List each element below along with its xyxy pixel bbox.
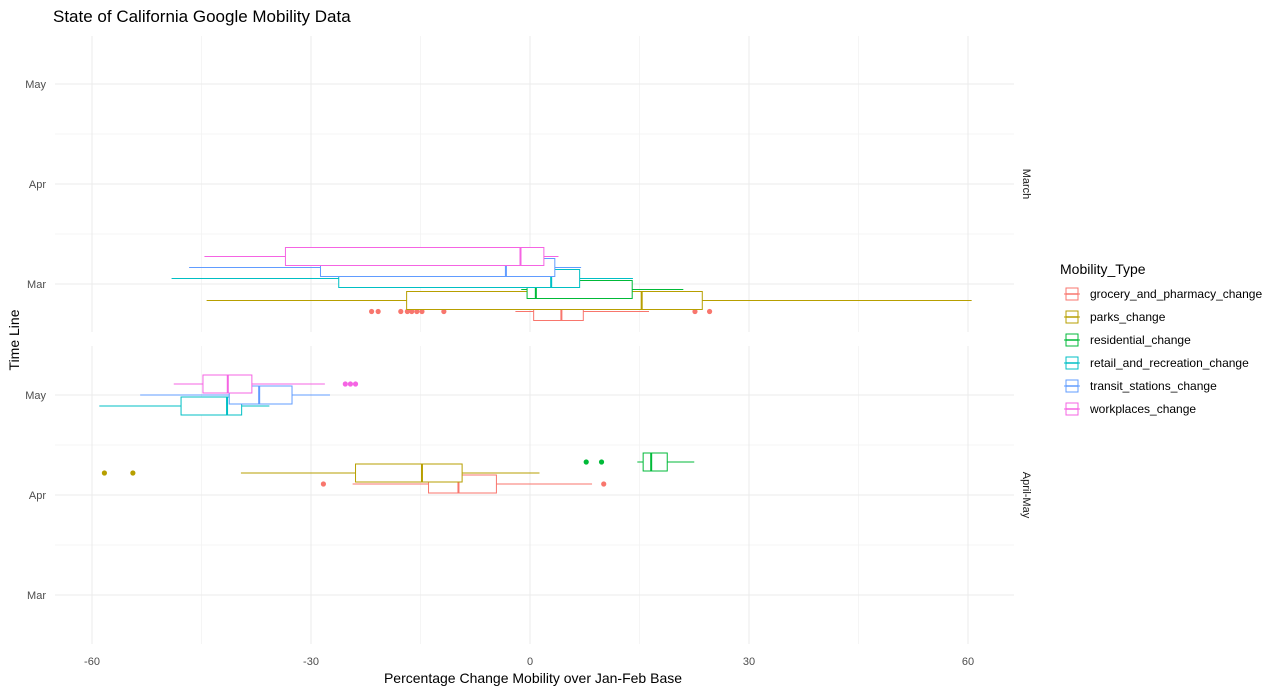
legend-label: transit_stations_change: [1090, 379, 1217, 393]
outlier-point: [352, 381, 359, 387]
box-retail_and_recreation_change: [99, 396, 270, 416]
legend-label: retail_and_recreation_change: [1090, 356, 1249, 370]
y-tick-label: Mar: [27, 279, 46, 291]
legend-item: transit_stations_change: [1064, 379, 1217, 393]
outlier-point: [583, 459, 589, 465]
y-tick-label: Apr: [29, 179, 46, 191]
legend-item: residential_change: [1064, 333, 1191, 347]
legend-label: grocery_and_pharmacy_change: [1090, 287, 1262, 301]
legend-label: parks_change: [1090, 310, 1166, 324]
outlier-point: [409, 308, 415, 315]
y-tick-label: May: [25, 79, 46, 91]
y-tick-label: May: [25, 390, 46, 402]
box-parks_change: [101, 463, 540, 483]
outlier-point: [375, 308, 381, 315]
legend: Mobility_Type grocery_and_pharmacy_chang…: [1060, 261, 1262, 416]
outlier-point: [398, 308, 404, 315]
outlier-point: [441, 308, 447, 315]
x-tick-label: 60: [962, 656, 974, 668]
outlier-point: [414, 308, 420, 315]
facet-strips: March April-May: [1020, 169, 1032, 519]
box-iqr: [284, 247, 545, 266]
box-iqr: [355, 463, 463, 483]
outlier-point: [368, 308, 375, 315]
legend-title: Mobility_Type: [1060, 261, 1146, 277]
box-iqr: [642, 452, 668, 472]
x-tick-label: 30: [743, 656, 755, 668]
facet-panels: Mar Apr May Mar Apr May: [25, 36, 1014, 644]
facet-strip-label: April-May: [1020, 472, 1032, 519]
outlier-point: [320, 481, 327, 487]
boxes: [171, 247, 972, 321]
facet-strip-label: March: [1020, 169, 1032, 200]
y-axis-title: Time Line: [6, 309, 22, 370]
chart-title: State of California Google Mobility Data: [53, 7, 351, 26]
x-tick-label: -30: [303, 656, 319, 668]
outlier-point: [342, 381, 348, 387]
outlier-point: [130, 470, 136, 476]
legend-item: workplaces_change: [1064, 402, 1196, 416]
x-tick-label: -60: [84, 656, 100, 668]
outlier-point: [347, 381, 354, 387]
facet-panel-2: Mar Apr May: [25, 346, 1014, 644]
y-tick-label: Mar: [27, 590, 46, 602]
legend-item: grocery_and_pharmacy_change: [1064, 287, 1262, 301]
gridlines: [55, 36, 1014, 332]
outlier-point: [404, 308, 410, 315]
legend-item: retail_and_recreation_change: [1064, 356, 1249, 370]
legend-label: residential_change: [1090, 333, 1191, 347]
x-axis-ticks: -60 -30 0 30 60: [84, 656, 974, 668]
facet-panel-1: Mar Apr May: [25, 36, 1014, 332]
x-axis-title: Percentage Change Mobility over Jan-Feb …: [384, 670, 682, 686]
outlier-point: [706, 308, 713, 315]
box-workplaces_change: [204, 247, 559, 266]
outlier-point: [692, 308, 698, 315]
legend-label: workplaces_change: [1089, 402, 1196, 416]
outlier-point: [598, 459, 605, 465]
boxes: [99, 374, 695, 494]
x-tick-label: 0: [527, 656, 533, 668]
box-residential_change: [583, 452, 695, 472]
legend-item: parks_change: [1064, 310, 1166, 324]
outlier-point: [101, 470, 108, 476]
box-workplaces_change: [173, 374, 359, 394]
y-tick-label: Apr: [29, 490, 46, 502]
outlier-point: [601, 481, 607, 487]
gridlines: [55, 346, 1014, 644]
outlier-point: [419, 308, 425, 315]
